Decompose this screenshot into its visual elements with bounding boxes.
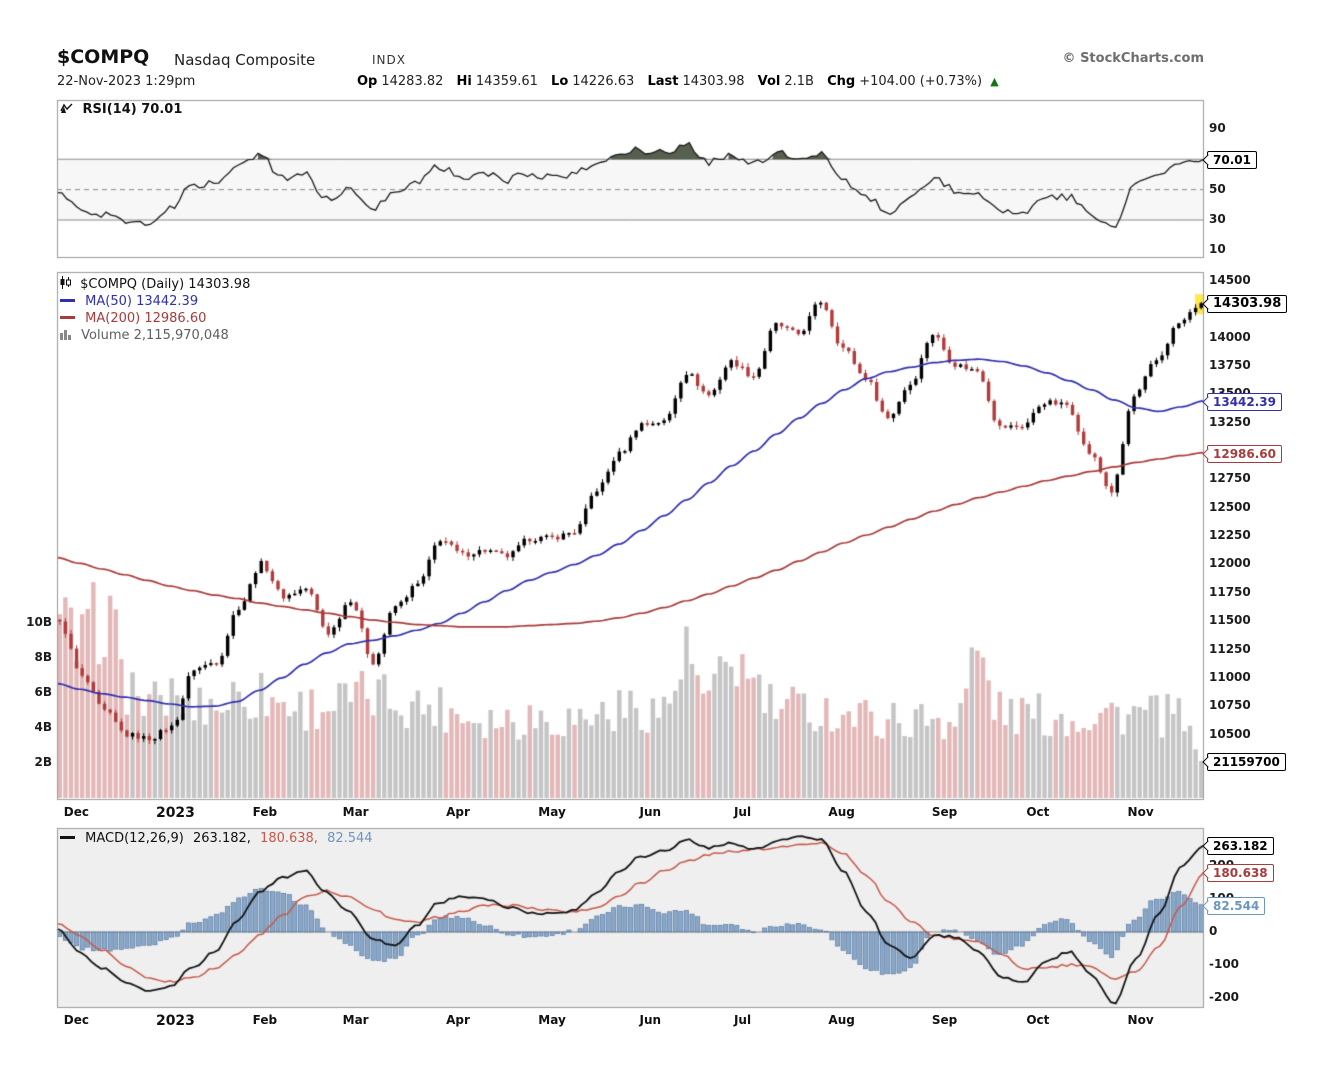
x-axis-month-label: 2023 (155, 1013, 195, 1029)
x-axis-month-label: 2023 (155, 805, 195, 821)
macd-legend-name: MACD(12,26,9) (85, 831, 184, 846)
x-axis-month-label: Mar (342, 1013, 369, 1027)
price-tick-label: 11500 (1209, 613, 1251, 628)
volume-tick-label: 4B (34, 720, 53, 734)
high-value: 14359.61 (475, 74, 538, 89)
rsi-tick-label: 50 (1209, 181, 1226, 196)
price-tick-label: 13250 (1209, 414, 1251, 429)
last-value: 14303.98 (682, 74, 745, 89)
x-axis-month-label: Nov (1127, 1013, 1154, 1027)
macd-line-icon (60, 836, 75, 839)
low-value: 14226.63 (572, 74, 635, 89)
change-value: +104.00 (+0.73%) (859, 74, 983, 89)
price-tick-label: 10500 (1209, 726, 1251, 741)
price-tick-label: 14000 (1209, 329, 1251, 344)
low-label: Lo (551, 74, 569, 89)
chart-datetime: 22-Nov-2023 1:29pm (57, 74, 196, 89)
symbol-name: Nasdaq Composite (174, 51, 316, 69)
last-price-box: 14303.98 (1207, 295, 1288, 314)
rsi-icon (60, 103, 73, 113)
price-legend: $COMPQ (Daily) 14303.98 MA(50) 13442.39 … (60, 276, 250, 344)
volume-tick-label: 6B (34, 685, 53, 699)
rsi-tick-label: 10 (1209, 242, 1226, 257)
x-axis-month-label: Apr (446, 805, 470, 819)
x-axis-month-label: Dec (63, 805, 89, 819)
x-axis-month-label: Jul (733, 805, 752, 819)
x-axis-month-label: Jul (733, 1013, 752, 1027)
x-axis-month-label: Sep (931, 1013, 958, 1027)
volume-tick-label: 10B (26, 615, 52, 629)
price-tick-label: 12750 (1209, 471, 1251, 486)
exchange-label: INDX (372, 53, 406, 67)
price-tick-label: 11250 (1209, 641, 1251, 656)
price-tick-label: 12500 (1209, 499, 1251, 514)
price-tick-label: 12250 (1209, 528, 1251, 543)
x-axis-month-label: Feb (252, 805, 278, 819)
price-tick-label: 11750 (1209, 584, 1251, 599)
x-axis-month-label: Sep (931, 805, 958, 819)
macd-tick-label: -100 (1209, 957, 1240, 971)
x-axis-month-label: May (538, 1013, 566, 1027)
x-axis-month-label: Oct (1026, 1013, 1050, 1027)
macd-legend: MACD(12,26,9) 263.182, 180.638, 82.544 (60, 831, 373, 846)
volume-value: 2.1B (784, 74, 814, 89)
candlestick-icon (60, 276, 71, 289)
volume-tick-label: 2B (34, 755, 53, 769)
price-tick-label: 12000 (1209, 556, 1251, 571)
macd-hist-box: 82.544 (1207, 896, 1266, 915)
open-value: 14283.82 (381, 74, 444, 89)
price-tick-label: 14500 (1209, 272, 1251, 287)
volume-tick-label: 8B (34, 650, 53, 664)
price-legend-line: $COMPQ (Daily) 14303.98 (80, 277, 251, 292)
open-label: Op (357, 74, 378, 89)
x-axis-month-label: Oct (1026, 805, 1050, 819)
price-tick-label: 13750 (1209, 358, 1251, 372)
symbol: $COMPQ (57, 46, 150, 68)
macd-tick-label: -200 (1209, 990, 1240, 1004)
macd-value: 263.182, (193, 831, 251, 846)
ma200-line-icon (60, 316, 75, 319)
x-axis-month-label: Jun (639, 805, 662, 819)
rsi-value-box: 70.01 (1207, 151, 1257, 170)
ma50-line-icon (60, 299, 75, 302)
macd-tick-label: 0 (1209, 924, 1218, 938)
rsi-tick-label: 90 (1209, 120, 1226, 135)
volume-label: Vol (757, 74, 781, 89)
stockcharts-watermark: © StockCharts.com (1062, 51, 1204, 66)
x-axis-month-label: Nov (1127, 805, 1154, 819)
x-axis-month-label: Jun (639, 1013, 662, 1027)
ma200-legend-label: MA(200) 12986.60 (85, 311, 207, 326)
quote-bar: Op 14283.82 Hi 14359.61 Lo 14226.63 Last 143… (357, 74, 999, 89)
volume-value-box: 21159700 (1207, 752, 1286, 771)
high-label: Hi (456, 74, 472, 89)
rsi-legend: RSI(14) 70.01 (60, 102, 182, 117)
price-tick-label: 11000 (1209, 669, 1251, 684)
volume-legend-label: Volume 2,115,970,048 (81, 328, 229, 343)
up-arrow-icon: ▲ (990, 75, 999, 88)
x-axis-month-label: May (538, 805, 566, 819)
macd-value-box: 263.182 (1207, 837, 1274, 856)
x-axis-month-label: Mar (342, 805, 369, 819)
x-axis-month-label: Apr (446, 1013, 470, 1027)
rsi-legend-label: RSI(14) 70.01 (82, 102, 183, 117)
rsi-tick-label: 30 (1209, 212, 1226, 227)
macd-signal-value: 180.638, (260, 831, 318, 846)
x-axis-month-label: Feb (252, 1013, 278, 1027)
ma50-legend-label: MA(50) 13442.39 (85, 294, 199, 309)
ma200-value-box: 12986.60 (1207, 444, 1283, 463)
x-axis-month-label: Aug (828, 805, 855, 819)
price-tick-label: 10750 (1209, 698, 1251, 713)
volume-bars-icon (60, 330, 71, 340)
x-axis-month-label: Aug (828, 1013, 855, 1027)
change-label: Chg (827, 74, 856, 89)
ma50-value-box: 13442.39 (1207, 392, 1283, 411)
x-axis-month-label: Dec (63, 1013, 89, 1027)
macd-hist-value: 82.544 (327, 831, 373, 846)
macd-signal-box: 180.638 (1207, 864, 1274, 883)
last-label: Last (647, 74, 679, 89)
